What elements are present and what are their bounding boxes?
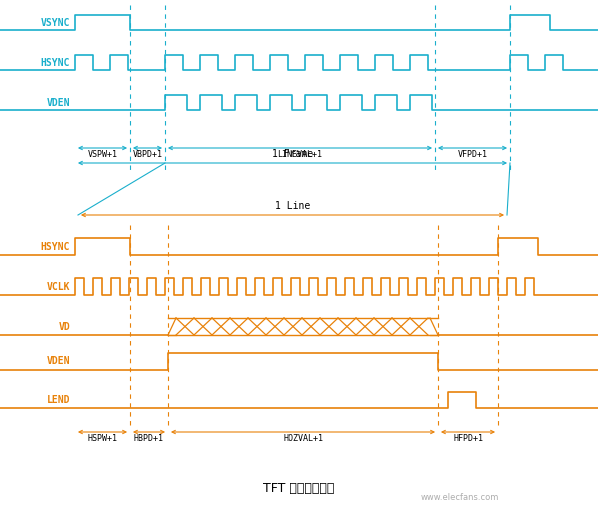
Text: HSYNC: HSYNC — [41, 241, 70, 251]
Text: LEND: LEND — [47, 395, 70, 405]
Text: VSPW+1: VSPW+1 — [87, 150, 117, 159]
Text: VD: VD — [58, 321, 70, 331]
Text: VCLK: VCLK — [47, 282, 70, 292]
Text: VDEN: VDEN — [47, 98, 70, 107]
Text: VSYNC: VSYNC — [41, 18, 70, 27]
Text: 1 Frame: 1 Frame — [272, 149, 313, 159]
Text: HSPW+1: HSPW+1 — [87, 434, 117, 443]
Text: VBPD+1: VBPD+1 — [133, 150, 163, 159]
Text: LINEVAL+1: LINEVAL+1 — [277, 150, 322, 159]
Text: HOZVAL+1: HOZVAL+1 — [283, 434, 323, 443]
Text: VDEN: VDEN — [47, 357, 70, 366]
Text: www.elecfans.com: www.elecfans.com — [421, 493, 499, 503]
Text: VFPD+1: VFPD+1 — [457, 150, 487, 159]
Text: TFT 屏工作时序图: TFT 屏工作时序图 — [263, 481, 335, 494]
Text: 1 Line: 1 Line — [275, 201, 310, 211]
Text: HBPD+1: HBPD+1 — [134, 434, 164, 443]
Text: HSYNC: HSYNC — [41, 57, 70, 68]
Text: HFPD+1: HFPD+1 — [453, 434, 483, 443]
